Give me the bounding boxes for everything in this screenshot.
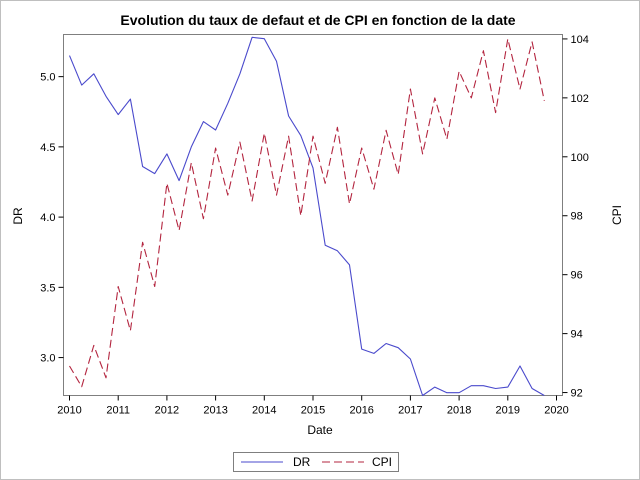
series-cpi-line bbox=[69, 38, 545, 388]
left-tick-label: 3.5 bbox=[40, 282, 55, 294]
right-tick-label: 102 bbox=[571, 93, 589, 105]
left-axis-ticks: 3.0 3.5 4.0 4.5 5.0 bbox=[40, 72, 64, 365]
x-axis-ticks: 2010 2011 2012 2013 2014 2015 2016 2017 2018 2019… bbox=[57, 395, 569, 417]
x-tick-label: 2020 bbox=[544, 405, 568, 417]
legend-dr-label: DR bbox=[293, 455, 311, 469]
right-tick-label: 94 bbox=[571, 329, 583, 341]
right-tick-label: 92 bbox=[571, 388, 583, 400]
x-tick-label: 2016 bbox=[349, 405, 373, 417]
legend-frame bbox=[233, 452, 399, 472]
x-tick-label: 2015 bbox=[301, 405, 325, 417]
x-tick-label: 2014 bbox=[252, 405, 276, 417]
legend-cpi-label: CPI bbox=[372, 455, 392, 469]
right-tick-label: 96 bbox=[571, 270, 583, 282]
x-tick-label: 2012 bbox=[155, 405, 179, 417]
right-tick-label: 104 bbox=[571, 34, 589, 46]
series-dr-line bbox=[68, 36, 545, 397]
left-tick-label: 5.0 bbox=[40, 72, 55, 84]
left-tick-label: 4.0 bbox=[40, 212, 55, 224]
x-tick-label: 2010 bbox=[57, 405, 81, 417]
x-axis-title: Date bbox=[307, 423, 333, 437]
left-axis-title: DR bbox=[11, 207, 25, 225]
x-tick-label: 2019 bbox=[496, 405, 520, 417]
x-tick-label: 2013 bbox=[203, 405, 227, 417]
right-tick-label: 98 bbox=[571, 211, 583, 223]
x-tick-label: 2017 bbox=[398, 405, 422, 417]
right-tick-label: 100 bbox=[571, 152, 589, 164]
series-layer bbox=[68, 36, 545, 397]
right-axis-ticks: 92 94 96 98 100 102 104 bbox=[562, 34, 589, 400]
x-tick-label: 2018 bbox=[447, 405, 471, 417]
x-tick-label: 2011 bbox=[106, 405, 130, 417]
legend: DR CPI bbox=[233, 452, 399, 472]
left-tick-label: 3.0 bbox=[40, 353, 55, 365]
left-tick-label: 4.5 bbox=[40, 142, 55, 154]
chart-title: Evolution du taux de defaut et de CPI en… bbox=[120, 12, 515, 28]
right-axis-title: CPI bbox=[610, 205, 624, 225]
